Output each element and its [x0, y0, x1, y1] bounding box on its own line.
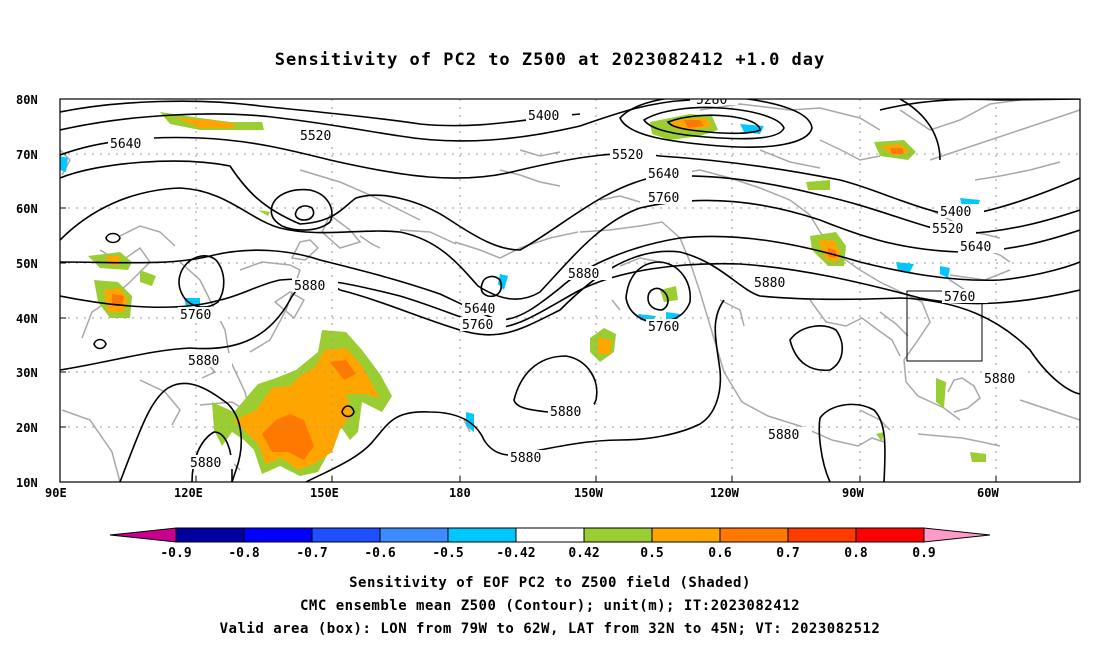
- contour-label: 5760: [648, 191, 679, 206]
- lat-label: 50N: [16, 257, 38, 271]
- contour-label: 5520: [300, 129, 331, 144]
- colorbar-swatch: [719, 527, 789, 543]
- lon-label: 60W: [977, 486, 999, 500]
- lat-label: 60N: [16, 202, 38, 216]
- colorbar-swatch: [379, 527, 449, 543]
- lat-label: 30N: [16, 366, 38, 380]
- colorbar-swatch: [447, 527, 517, 543]
- contour-label: 5520: [932, 222, 963, 237]
- colorbar-swatch: [515, 527, 585, 543]
- colorbar-label: -0.42: [496, 546, 535, 561]
- lon-label: 90E: [45, 486, 67, 500]
- axis-ticks: [60, 98, 997, 483]
- colorbar-label: -0.5: [432, 546, 463, 561]
- contour-label: 5880: [984, 372, 1015, 387]
- colorbar-swatch: [583, 527, 653, 543]
- contour-label: 5760: [180, 308, 211, 323]
- graticule: [60, 99, 1080, 482]
- colorbar-label: 0.7: [776, 546, 799, 561]
- contour-label: 5640: [110, 137, 141, 152]
- contour-label: 5880: [768, 428, 799, 443]
- colorbar-swatch: [855, 527, 925, 543]
- lat-label: 80N: [16, 93, 38, 107]
- lon-label: 150E: [310, 486, 339, 500]
- lon-label: 120E: [174, 486, 203, 500]
- colorbar-swatch: [787, 527, 857, 543]
- colorbar-label: 0.6: [708, 546, 732, 561]
- plot-title: Sensitivity of PC2 to Z500 at 2023082412…: [274, 50, 826, 70]
- contour-label: 5880: [510, 451, 541, 466]
- colorbar-label: -0.9: [160, 546, 191, 561]
- contour-label: 5880: [568, 267, 599, 282]
- lat-label: 70N: [16, 148, 38, 162]
- contour-labels: 5280 5400 5400 5520 5520 5520 5640 5640 …: [108, 93, 1004, 471]
- caption-valid-area: Valid area (box): LON from 79W to 62W, L…: [219, 621, 881, 637]
- colorbar-label: -0.7: [296, 546, 327, 561]
- contour-label: 5640: [960, 240, 991, 255]
- contour-label: 5760: [944, 290, 975, 305]
- colorbar-label: 0.8: [844, 546, 868, 561]
- contour-label: 5880: [294, 279, 325, 294]
- contour-label: 5880: [190, 456, 221, 471]
- colorbar-swatch: [175, 527, 245, 543]
- contour-label: 5880: [188, 354, 219, 369]
- contour-label: 5640: [648, 167, 679, 182]
- map-frame: [59, 98, 1081, 483]
- colorbar-swatch: [651, 527, 721, 543]
- contour-label: 5640: [464, 302, 495, 317]
- colorbar-right-arrow: [923, 527, 991, 543]
- caption-contour: CMC ensemble mean Z500 (Contour); unit(m…: [299, 598, 800, 614]
- lat-label: 40N: [16, 312, 38, 326]
- contour-label: 5760: [462, 318, 493, 333]
- caption-shaded: Sensitivity of EOF PC2 to Z500 field (Sh…: [349, 575, 751, 591]
- lat-label: 10N: [16, 476, 38, 490]
- contour-label: 5400: [940, 205, 971, 220]
- lon-label: 120W: [710, 486, 740, 500]
- contour-label: 5880: [550, 405, 581, 420]
- lon-label: 180: [449, 486, 471, 500]
- lon-label: 150W: [574, 486, 604, 500]
- contour-label: 5880: [754, 276, 785, 291]
- colorbar-swatch: [311, 527, 381, 543]
- lon-label: 90W: [842, 486, 864, 500]
- sensitivity-shading: [60, 112, 986, 476]
- colorbar-label: 0.42: [568, 546, 599, 561]
- contour-label: 5400: [528, 109, 559, 124]
- contour-label: 5280: [696, 93, 727, 108]
- colorbar-label: -0.8: [228, 546, 259, 561]
- colorbar-label: -0.6: [364, 546, 395, 561]
- longitude-labels: 90E 120E 150E 180 150W 120W 90W 60W: [45, 486, 999, 500]
- colorbar: -0.9 -0.8 -0.7 -0.6 -0.5 -0.42 0.42 0.5 0.6 0.7 0.…: [109, 527, 991, 561]
- latitude-labels: 80N 70N 60N 50N 40N 30N 20N 10N: [16, 93, 38, 490]
- colorbar-label: 0.9: [912, 546, 935, 561]
- lat-label: 20N: [16, 421, 38, 435]
- colorbar-label: 0.5: [640, 546, 663, 561]
- colorbar-left-arrow: [109, 527, 177, 543]
- colorbar-swatch: [243, 527, 313, 543]
- contour-label: 5520: [612, 148, 643, 163]
- contour-label: 5760: [648, 320, 679, 335]
